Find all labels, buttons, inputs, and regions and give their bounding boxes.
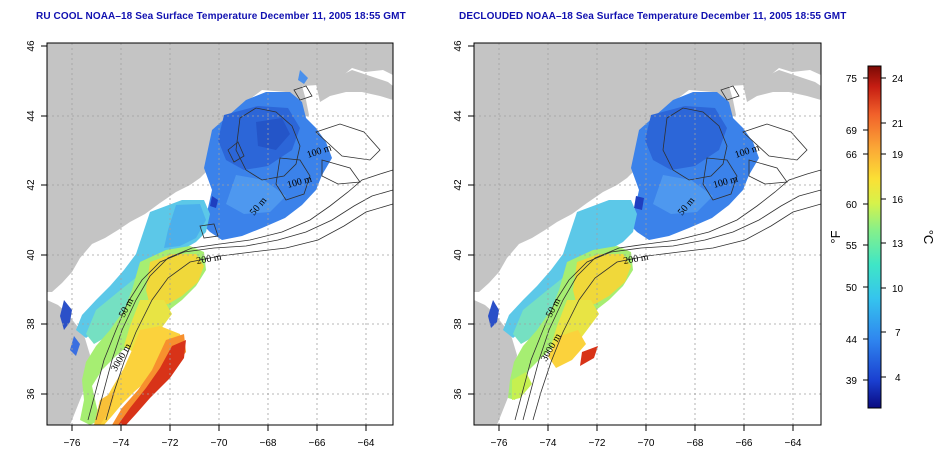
right-map-title: DECLOUDED NOAA–18 Sea Surface Temperatur… [459, 11, 847, 22]
lon-tick-label: −76 [491, 438, 508, 449]
colorbar-gradient [867, 65, 882, 409]
right-map-panel: 100 m 100 m 50 m 200 m 50 m 3000 m −76 −… [453, 40, 822, 449]
fahrenheit-label: 50 [846, 283, 858, 294]
fahrenheit-label: 55 [846, 241, 858, 252]
lat-tick-label: 42 [453, 179, 464, 191]
celsius-label: 24 [892, 74, 904, 85]
celsius-unit: °C [921, 230, 936, 245]
celsius-label: 13 [892, 239, 904, 250]
lat-tick-label: 40 [26, 249, 37, 261]
celsius-label: 10 [892, 284, 904, 295]
left-graticule [47, 43, 393, 425]
fahrenheit-label: 69 [846, 126, 858, 137]
left-bathymetry-contours [87, 85, 393, 421]
left-map-panel: 100 m 100 m 50 m 200 m 50 m 3000 m −76 −… [26, 40, 394, 449]
lon-tick-label: −74 [540, 438, 557, 449]
lat-tick-label: 46 [26, 40, 37, 52]
right-graticule [474, 43, 821, 425]
lon-tick-label: −68 [687, 438, 704, 449]
fahrenheit-labels: 75 69 66 60 55 50 44 39 [846, 74, 858, 387]
celsius-label: 7 [895, 328, 901, 339]
right-tick-marks [468, 45, 794, 431]
celsius-label: 21 [892, 119, 904, 130]
celsius-labels: 24 21 19 16 13 10 7 4 [892, 74, 904, 384]
lon-tick-label: −72 [589, 438, 606, 449]
lat-tick-label: 44 [453, 110, 464, 122]
lon-tick-label: −74 [113, 438, 130, 449]
lat-tick-label: 40 [453, 249, 464, 261]
lat-tick-label: 36 [26, 388, 37, 400]
right-map-frame [473, 42, 822, 426]
left-map-frame [46, 42, 394, 426]
left-map-title: RU COOL NOAA–18 Sea Surface Temperature … [36, 11, 406, 22]
left-sst-field [60, 70, 332, 425]
left-lon-tick-labels: −76 −74 −72 −70 −68 −66 −64 [64, 438, 375, 449]
right-lon-tick-labels: −76 −74 −72 −70 −68 −66 −64 [491, 438, 802, 449]
lat-tick-label: 46 [453, 40, 464, 52]
fahrenheit-label: 66 [846, 150, 858, 161]
lon-tick-label: −72 [162, 438, 179, 449]
lon-tick-label: −76 [64, 438, 81, 449]
lat-tick-label: 44 [26, 110, 37, 122]
lon-tick-label: −64 [358, 438, 375, 449]
right-sst-field [488, 92, 759, 400]
celsius-label: 4 [895, 373, 901, 384]
lat-tick-label: 36 [453, 388, 464, 400]
lat-tick-label: 38 [453, 318, 464, 330]
colorbar-ticks [863, 77, 886, 381]
contour-label: 200 m [196, 252, 223, 267]
fahrenheit-unit: °F [828, 230, 843, 243]
lon-tick-label: −64 [785, 438, 802, 449]
right-lat-tick-labels: 36 38 40 42 44 46 [453, 40, 464, 400]
lon-tick-label: −68 [260, 438, 277, 449]
lon-tick-label: −66 [309, 438, 326, 449]
left-lat-tick-labels: 36 38 40 42 44 46 [26, 40, 37, 400]
temperature-colorbar: 75 69 66 60 55 50 44 39 24 21 19 16 13 1… [828, 65, 936, 409]
lon-tick-label: −70 [638, 438, 655, 449]
fahrenheit-label: 60 [846, 200, 858, 211]
lat-tick-label: 38 [26, 318, 37, 330]
contour-label: 200 m [623, 252, 650, 267]
left-tick-marks [41, 45, 367, 431]
fahrenheit-label: 39 [846, 376, 858, 387]
fahrenheit-label: 75 [846, 74, 858, 85]
lat-tick-label: 42 [26, 179, 37, 191]
lon-tick-label: −70 [211, 438, 228, 449]
right-bathymetry-contours [514, 85, 821, 421]
celsius-label: 16 [892, 195, 904, 206]
lon-tick-label: −66 [736, 438, 753, 449]
celsius-label: 19 [892, 150, 904, 161]
fahrenheit-label: 44 [846, 335, 858, 346]
